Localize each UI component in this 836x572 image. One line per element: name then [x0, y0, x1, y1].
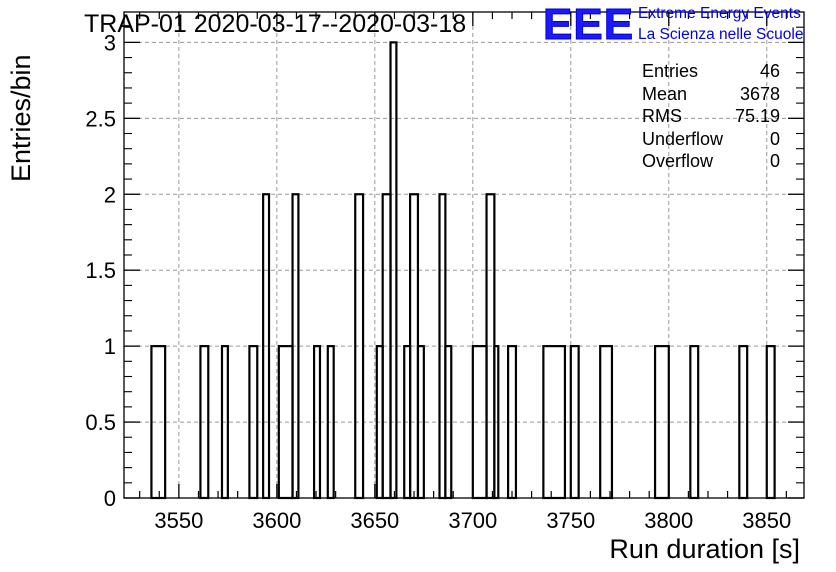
y-tick-label: 0	[104, 486, 116, 511]
y-tick-label: 2	[104, 182, 116, 207]
x-tick-label: 3750	[546, 508, 595, 533]
y-tick-label: 1.5	[85, 258, 116, 283]
stats-row-rms: RMS 75.19	[642, 105, 780, 128]
x-axis-label: Run duration [s]	[609, 534, 800, 564]
stats-row-overflow: Overflow 0	[642, 150, 780, 173]
stats-row-entries: Entries 46	[642, 60, 780, 83]
y-axis-label: Entries/bin	[6, 54, 36, 182]
stats-label: Overflow	[642, 151, 714, 171]
logo-line-2: La Scienza nelle Scuole	[638, 26, 804, 43]
x-tick-label: 3550	[154, 508, 203, 533]
x-tick-label: 3600	[252, 508, 301, 533]
stats-value: 0	[769, 128, 780, 149]
stats-label: Underflow	[642, 128, 724, 149]
stats-label: Mean	[642, 83, 688, 104]
x-tick-label: 3850	[742, 508, 791, 533]
stats-value: 75.19	[734, 106, 780, 126]
stats-label: RMS	[642, 106, 682, 126]
x-tick-label: 3800	[644, 508, 693, 533]
stats-label: Entries	[642, 61, 699, 81]
stats-value: 0	[769, 151, 780, 171]
stats-row-mean: Mean 3678	[642, 83, 780, 106]
y-tick-label: 1	[104, 334, 116, 359]
logo-text: Extreme Energy Events La Scienza nelle S…	[638, 3, 803, 45]
stats-box: Entries 46 Mean 3678 RMS 75.19 Underflow 0 O…	[642, 60, 780, 173]
x-tick-label: 3700	[448, 508, 497, 533]
logo-line-1: Extreme Energy Events	[638, 5, 801, 22]
stats-value: 3678	[739, 83, 780, 104]
eee-logo: EEE	[542, 0, 635, 50]
x-tick-label: 3650	[350, 508, 399, 533]
y-tick-label: 3	[104, 30, 116, 55]
chart-title: TRAP-01 2020-03-17--2020-03-18	[84, 10, 467, 38]
stats-row-underflow: Underflow 0	[642, 128, 780, 151]
histogram-bin	[312, 345, 322, 500]
y-tick-label: 2.5	[85, 106, 116, 131]
y-tick-label: 0.5	[85, 410, 116, 435]
stats-value: 46	[759, 61, 780, 81]
